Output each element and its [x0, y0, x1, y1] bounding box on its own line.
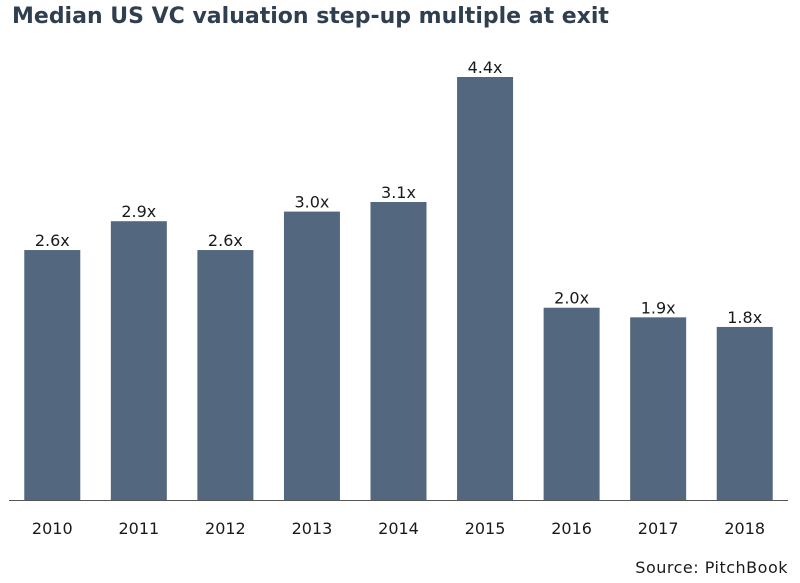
- bar-2014: [370, 201, 427, 500]
- data-label-2018: 1.8x: [727, 308, 762, 327]
- data-label-2017: 1.9x: [641, 298, 676, 317]
- bars-group: [24, 77, 773, 501]
- data-label-2010: 2.6x: [35, 231, 70, 250]
- data-label-2012: 2.6x: [208, 231, 243, 250]
- data-label-2013: 3.0x: [294, 193, 329, 212]
- chart-title: Median US VC valuation step-up multiple …: [12, 4, 609, 29]
- bar-2018: [716, 326, 773, 500]
- data-labels-group: 2.6x 2.9x 2.6x 3.0x 3.1x 4.4x 2.0x 1.9x 1.8x: [35, 58, 762, 327]
- data-label-2014: 3.1x: [381, 183, 416, 202]
- bar-2013: [283, 211, 340, 500]
- x-tick-label-2013: 2013: [292, 519, 333, 538]
- bar-2016: [543, 307, 600, 500]
- x-tick-label-2010: 2010: [32, 519, 73, 538]
- x-tick-label-2015: 2015: [465, 519, 506, 538]
- data-label-2015: 4.4x: [468, 58, 503, 77]
- bar-2010: [24, 250, 81, 500]
- x-tick-label-2011: 2011: [118, 519, 159, 538]
- x-tick-label-2014: 2014: [378, 519, 419, 538]
- x-tick-label-2016: 2016: [551, 519, 592, 538]
- bar-chart: 2.6x 2.9x 2.6x 3.0x 3.1x 4.4x 2.0x 1.9x 1.8x 201…: [9, 58, 788, 538]
- source-note: Source: PitchBook: [635, 558, 788, 577]
- data-label-2011: 2.9x: [121, 202, 156, 221]
- bar-2017: [630, 317, 687, 500]
- bar-2015: [457, 77, 514, 500]
- bar-2012: [197, 250, 254, 500]
- data-label-2016: 2.0x: [554, 289, 589, 308]
- x-tick-label-2018: 2018: [724, 519, 765, 538]
- bar-2011: [110, 221, 167, 501]
- x-tick-labels-group: 2010 2011 2012 2013 2014 2015 2016 2017 2018: [32, 519, 765, 538]
- x-tick-label-2017: 2017: [638, 519, 679, 538]
- x-tick-label-2012: 2012: [205, 519, 246, 538]
